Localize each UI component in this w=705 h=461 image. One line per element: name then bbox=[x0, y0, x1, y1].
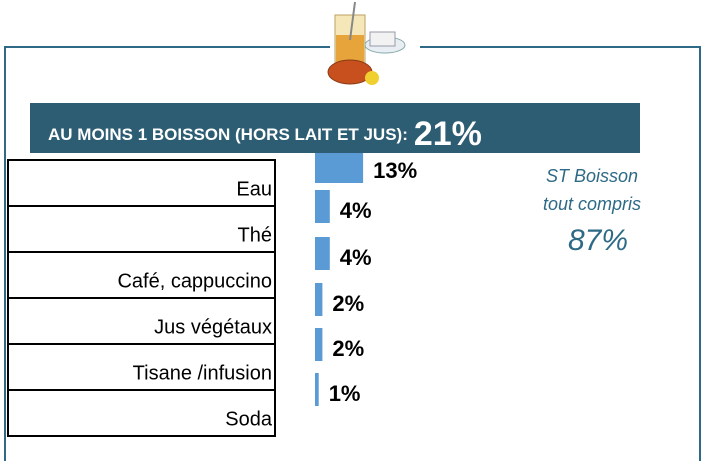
value-label: 4% bbox=[340, 245, 372, 270]
bar bbox=[315, 190, 330, 223]
drinks-icon bbox=[327, 1, 406, 85]
frame bbox=[4, 46, 701, 461]
category-label: Tisane /infusion bbox=[133, 362, 272, 384]
value-label: 2% bbox=[332, 291, 364, 316]
value-label: 4% bbox=[340, 198, 372, 223]
header-band bbox=[30, 103, 640, 153]
value-label: 2% bbox=[332, 336, 364, 361]
bar bbox=[315, 328, 323, 361]
category-label: Eau bbox=[236, 178, 272, 200]
value-label: 13% bbox=[373, 158, 417, 183]
table-cell bbox=[7, 205, 276, 253]
bar bbox=[315, 237, 330, 270]
headline-value: 21% bbox=[414, 115, 482, 153]
table-cell bbox=[7, 159, 276, 207]
headline: AU MOINS 1 BOISSON (HORS LAIT ET JUS): bbox=[48, 125, 408, 144]
header: AU MOINS 1 BOISSON (HORS LAIT ET JUS): 21… bbox=[48, 115, 482, 153]
category-label: Thé bbox=[238, 224, 272, 246]
bar bbox=[315, 373, 319, 406]
bar bbox=[315, 283, 323, 316]
annotation-line: tout compris bbox=[543, 194, 641, 214]
value-label: 1% bbox=[329, 381, 361, 406]
category-label: Jus végétaux bbox=[154, 316, 272, 338]
category-label: Soda bbox=[225, 408, 273, 430]
table-cell bbox=[7, 389, 276, 437]
bar bbox=[315, 150, 364, 183]
annotation-value: 87% bbox=[568, 224, 628, 257]
annotation-line: ST Boisson bbox=[546, 166, 638, 186]
category-label: Café, cappuccino bbox=[117, 270, 272, 292]
